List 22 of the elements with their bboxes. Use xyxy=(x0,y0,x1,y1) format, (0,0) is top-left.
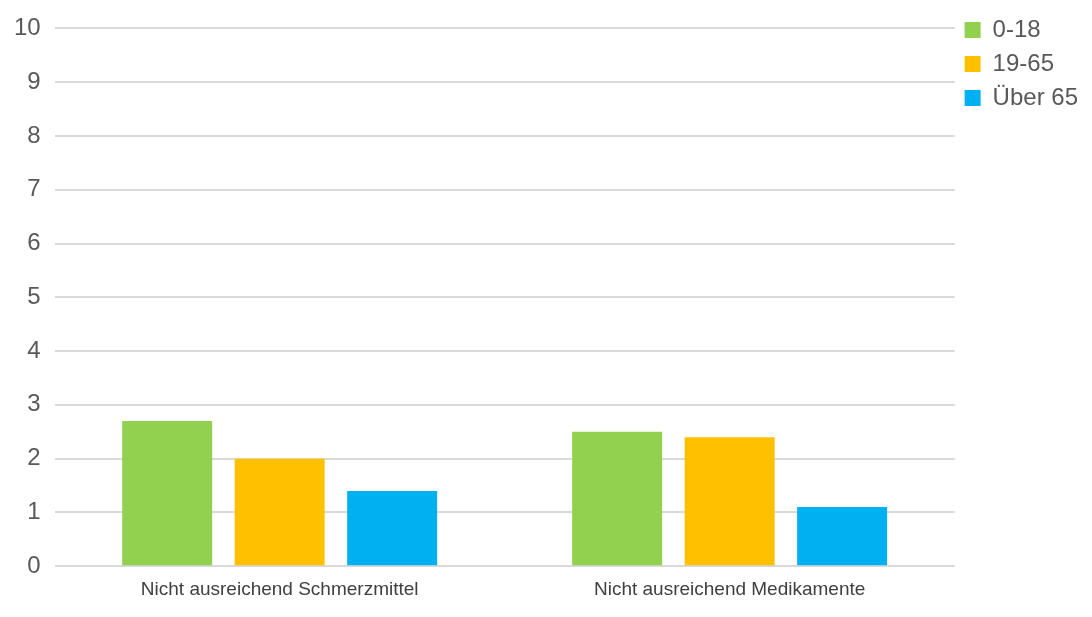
legend-label: Über 65 xyxy=(992,82,1079,110)
bar xyxy=(572,431,663,566)
x-tick-label: Nicht ausreichend Schmerzmittel xyxy=(140,577,419,599)
y-tick-label: 9 xyxy=(27,66,41,94)
bar xyxy=(797,507,888,566)
y-tick-label: 4 xyxy=(27,335,41,363)
y-tick-label: 5 xyxy=(27,281,41,309)
y-tick-label: 8 xyxy=(27,120,41,148)
bar xyxy=(122,420,213,566)
legend-label: 19-65 xyxy=(992,48,1055,76)
y-tick-label: 6 xyxy=(27,228,41,256)
bar xyxy=(684,437,775,566)
y-tick-label: 2 xyxy=(27,443,41,471)
y-tick-label: 1 xyxy=(27,497,41,525)
y-tick-label: 0 xyxy=(27,550,41,578)
y-tick-label: 10 xyxy=(13,13,41,41)
bar xyxy=(347,490,438,566)
legend-label: 0-18 xyxy=(992,14,1041,42)
x-tick-label: Nicht ausreichend Medikamente xyxy=(593,577,866,599)
y-tick-label: 7 xyxy=(27,174,41,202)
bar xyxy=(234,458,325,566)
y-tick-label: 3 xyxy=(27,389,41,417)
